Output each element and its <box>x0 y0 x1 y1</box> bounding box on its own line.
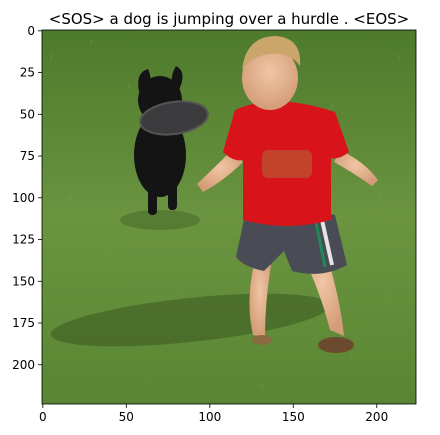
boy-running <box>197 36 378 353</box>
y-tick-label: 150 <box>12 274 35 288</box>
y-tick-label: 25 <box>20 66 35 80</box>
x-tick-label: 150 <box>282 410 305 424</box>
y-tick-label: 175 <box>12 316 35 330</box>
plot-title: <SOS> a dog is jumping over a hurdle . <… <box>49 10 409 28</box>
y-tick-label: 0 <box>27 24 35 38</box>
x-tick-label: 0 <box>39 410 47 424</box>
y-axis: 0 25 50 75 100 125 150 175 200 <box>12 24 42 372</box>
y-tick-label: 75 <box>20 149 35 163</box>
x-tick-label: 100 <box>198 410 221 424</box>
x-tick-label: 200 <box>365 410 388 424</box>
frisbee <box>139 100 209 136</box>
image-content <box>42 30 416 404</box>
y-tick-label: 200 <box>12 358 35 372</box>
x-tick-label: 50 <box>119 410 134 424</box>
y-tick-label: 100 <box>12 191 35 205</box>
dog-shadow <box>120 210 200 230</box>
y-tick-label: 125 <box>12 233 35 247</box>
x-axis: 0 50 100 150 200 <box>39 404 388 424</box>
y-tick-label: 50 <box>20 107 35 121</box>
image-frame <box>41 29 417 405</box>
black-dog <box>134 66 186 215</box>
grass-background <box>42 30 416 404</box>
